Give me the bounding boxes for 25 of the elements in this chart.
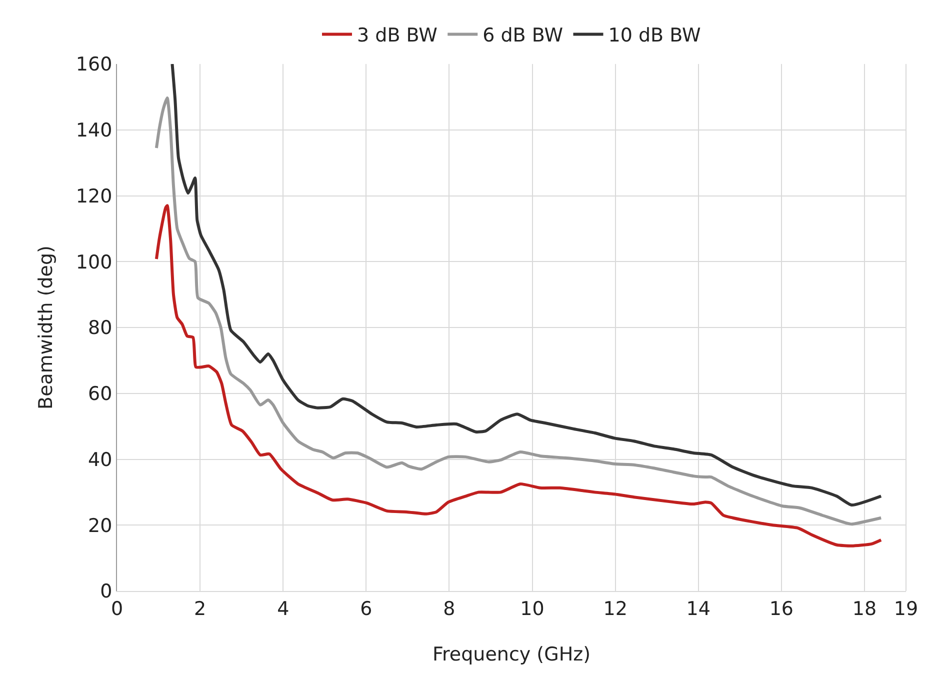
- x-tick-label: 18: [852, 598, 877, 620]
- y-tick-label: 0: [100, 580, 112, 603]
- y-axis-title: Beamwidth (deg): [34, 246, 57, 410]
- x-tick-label: 4: [277, 598, 290, 620]
- y-tick-label: 20: [88, 514, 112, 537]
- y-tick-label: 80: [88, 317, 112, 340]
- x-tick-label: 8: [443, 598, 456, 620]
- x-tick-label: 2: [194, 598, 206, 620]
- y-tick-label: 100: [76, 251, 112, 274]
- y-tick-label: 140: [76, 120, 112, 142]
- y-tick-label: 160: [76, 54, 112, 76]
- x-tick-label: 12: [603, 598, 628, 620]
- x-tick-label: 14: [686, 598, 710, 620]
- y-tick-label: 120: [76, 185, 112, 208]
- x-axis-title: Frequency (GHz): [432, 644, 591, 666]
- x-tick-label: 10: [520, 598, 544, 620]
- x-tick-label: 16: [769, 598, 794, 620]
- y-tick-label: 60: [88, 383, 112, 406]
- legend-label: 3 dB BW: [357, 24, 438, 47]
- y-tick-label: 40: [88, 448, 112, 471]
- x-tick-label: 6: [360, 598, 372, 620]
- legend-label: 6 dB BW: [482, 24, 564, 47]
- legend-label: 10 dB BW: [608, 24, 701, 47]
- line-series: [154, 204, 883, 548]
- x-tick-label: 19: [894, 598, 918, 620]
